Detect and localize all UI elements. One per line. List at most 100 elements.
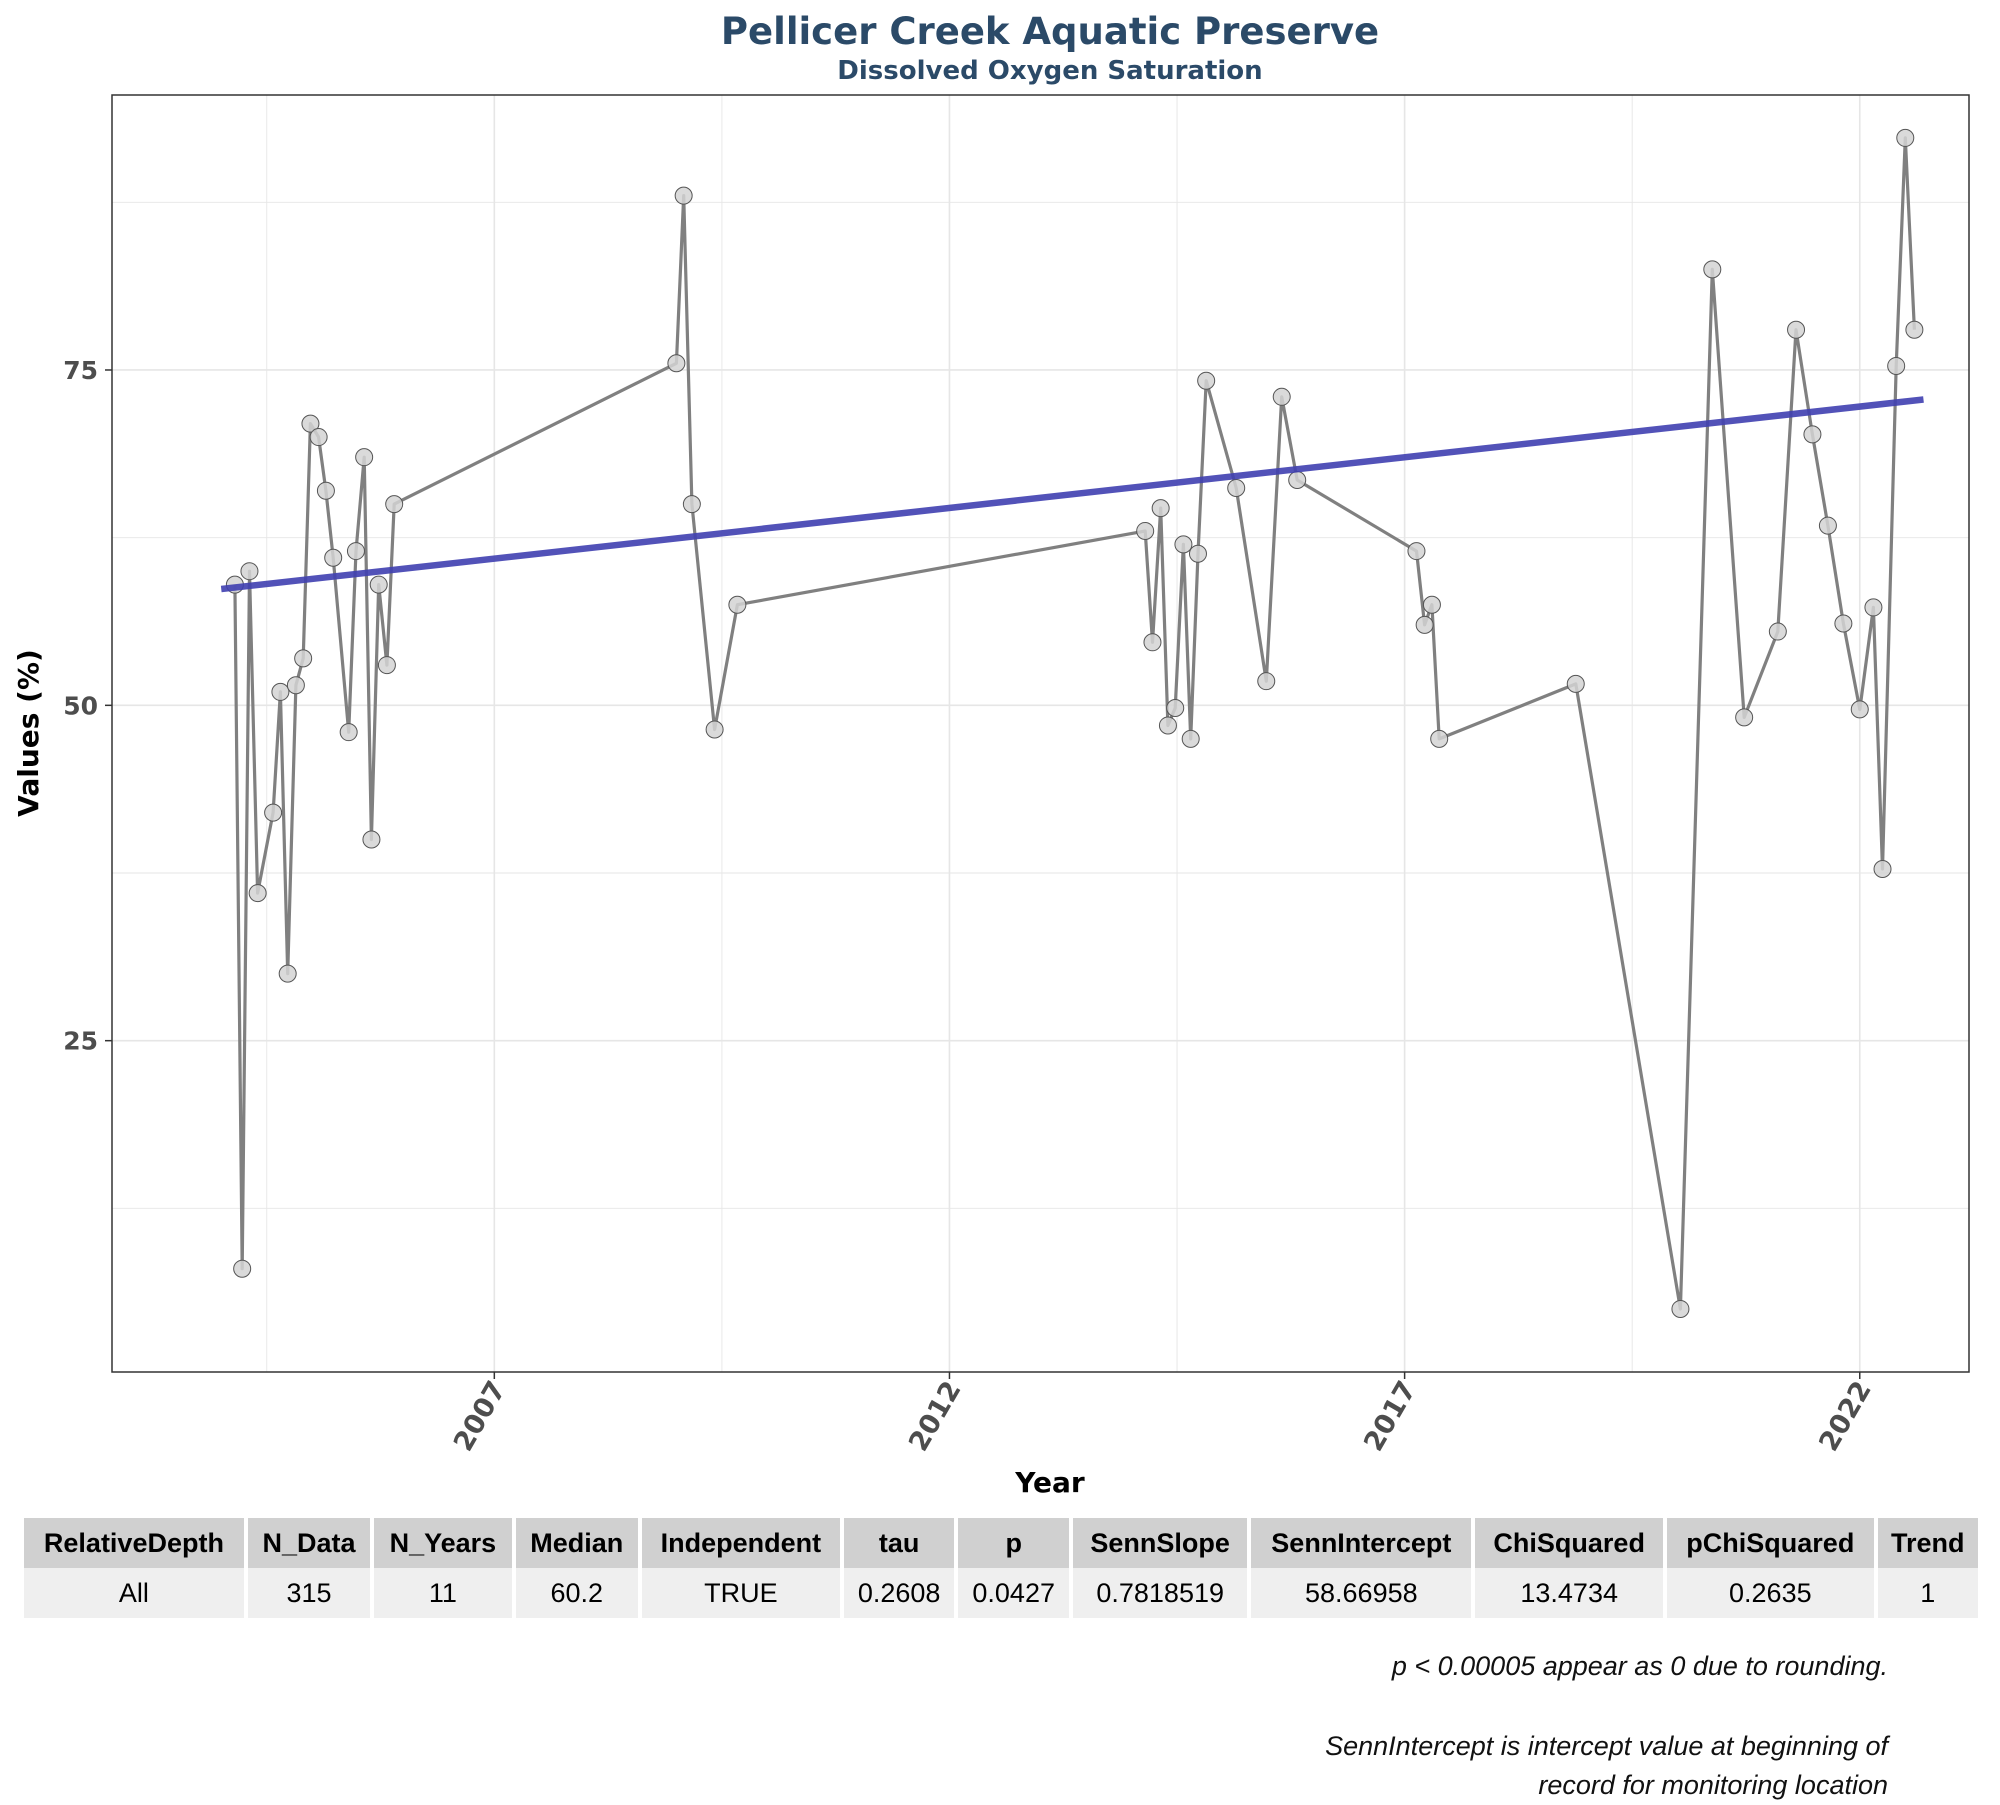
data-point bbox=[1671, 1299, 1690, 1318]
x-axis-title: Year bbox=[1014, 1466, 1085, 1499]
data-point bbox=[362, 830, 381, 849]
footnote-intercept: SennIntercept is intercept value at begi… bbox=[1325, 1727, 1888, 1805]
data-point bbox=[667, 354, 686, 373]
data-point bbox=[385, 495, 404, 514]
cell-chisquared: 13.4734 bbox=[1475, 1568, 1664, 1618]
data-point bbox=[1158, 716, 1177, 735]
data-point bbox=[1887, 356, 1906, 375]
data-point bbox=[324, 548, 343, 567]
data-point bbox=[264, 803, 283, 822]
axes: 25 50 75 2007 2012 2017 2022 bbox=[63, 356, 1878, 1457]
stats-data-row: All 315 11 60.2 TRUE 0.2608 0.0427 0.781… bbox=[24, 1568, 1978, 1618]
data-point bbox=[339, 723, 358, 742]
data-point bbox=[294, 649, 313, 668]
cell-median: 60.2 bbox=[515, 1568, 638, 1618]
data-point bbox=[377, 656, 396, 675]
data-point bbox=[1864, 598, 1883, 617]
cell-sennintercept: 58.66958 bbox=[1251, 1568, 1472, 1618]
data-point bbox=[346, 542, 365, 561]
header-sennslope: SennSlope bbox=[1072, 1518, 1248, 1568]
data-point bbox=[1151, 499, 1170, 518]
data-point bbox=[1288, 470, 1307, 489]
data-point bbox=[682, 495, 701, 514]
cell-independent: TRUE bbox=[641, 1568, 840, 1618]
data-point bbox=[1834, 614, 1853, 633]
data-point bbox=[1896, 128, 1915, 147]
data-point bbox=[286, 676, 305, 695]
cell-pchisquared: 0.2635 bbox=[1667, 1568, 1874, 1618]
chart-title: Pellicer Creek Aquatic Preserve bbox=[721, 10, 1379, 53]
header-median: Median bbox=[515, 1518, 638, 1568]
data-point bbox=[1181, 729, 1200, 748]
data-point bbox=[240, 562, 259, 581]
data-point bbox=[1566, 674, 1585, 693]
data-point bbox=[1257, 672, 1276, 691]
data-point bbox=[1174, 535, 1193, 554]
data-point bbox=[1818, 516, 1837, 535]
x-tick-label: 2007 bbox=[448, 1376, 512, 1457]
footnote-rounding: p < 0.00005 appear as 0 due to rounding. bbox=[1391, 1651, 1888, 1681]
cell-trend: 1 bbox=[1877, 1568, 1978, 1618]
data-point bbox=[355, 448, 374, 467]
data-point bbox=[248, 884, 267, 903]
header-n-data: N_Data bbox=[247, 1518, 371, 1568]
data-point bbox=[1430, 729, 1449, 748]
header-tau: tau bbox=[843, 1518, 955, 1568]
chart-subtitle: Dissolved Oxygen Saturation bbox=[837, 56, 1262, 86]
data-point bbox=[1768, 622, 1787, 641]
data-point bbox=[233, 1259, 252, 1278]
header-n-years: N_Years bbox=[374, 1518, 512, 1568]
x-tick-label: 2022 bbox=[1813, 1376, 1877, 1457]
header-independent: Independent bbox=[641, 1518, 840, 1568]
x-tick-label: 2012 bbox=[903, 1376, 967, 1457]
cell-tau: 0.2608 bbox=[843, 1568, 955, 1618]
header-p: p bbox=[958, 1518, 1069, 1568]
x-tick-label: 2017 bbox=[1358, 1376, 1422, 1457]
series-line bbox=[233, 136, 1916, 1311]
data-point bbox=[1188, 544, 1207, 563]
data-point bbox=[309, 428, 328, 447]
data-point bbox=[728, 595, 747, 614]
data-point bbox=[705, 720, 724, 739]
header-relativedepth: RelativeDepth bbox=[24, 1518, 244, 1568]
data-point bbox=[1735, 708, 1754, 727]
header-chisquared: ChiSquared bbox=[1475, 1518, 1664, 1568]
data-point bbox=[1787, 320, 1806, 339]
data-point bbox=[301, 414, 320, 433]
data-point bbox=[1803, 425, 1822, 444]
stats-table: RelativeDepth N_Data N_Years Median Inde… bbox=[20, 1518, 1982, 1618]
data-point bbox=[1272, 387, 1291, 406]
header-pchisquared: pChiSquared bbox=[1667, 1518, 1874, 1568]
cell-n-data: 315 bbox=[247, 1568, 371, 1618]
data-point bbox=[674, 186, 693, 205]
footnote-intercept-line-1: SennIntercept is intercept value at begi… bbox=[1325, 1731, 1888, 1761]
data-point bbox=[1197, 371, 1216, 390]
footnote-intercept-line-2: record for monitoring location bbox=[1538, 1770, 1888, 1800]
data-point bbox=[271, 682, 290, 701]
y-axis-title: Values (%) bbox=[12, 649, 45, 817]
data-point bbox=[1407, 542, 1426, 561]
data-point bbox=[278, 964, 297, 983]
data-point bbox=[1873, 859, 1892, 878]
y-tick-label: 25 bbox=[63, 1027, 98, 1056]
cell-p: 0.0427 bbox=[958, 1568, 1069, 1618]
plot-panel bbox=[111, 94, 1970, 1373]
grid bbox=[112, 95, 1969, 1372]
data-point bbox=[1415, 615, 1434, 634]
data-point bbox=[369, 575, 388, 594]
header-sennintercept: SennIntercept bbox=[1251, 1518, 1472, 1568]
header-trend: Trend bbox=[1877, 1518, 1978, 1568]
trend-line bbox=[220, 396, 1924, 593]
cell-relativedepth: All bbox=[24, 1568, 244, 1618]
data-point bbox=[1703, 260, 1722, 279]
data-point bbox=[1227, 479, 1246, 498]
chart: Pellicer Creek Aquatic Preserve Dissolve… bbox=[12, 10, 1970, 1499]
data-layer bbox=[220, 128, 1924, 1318]
data-point bbox=[1905, 320, 1924, 339]
y-tick-label: 50 bbox=[63, 691, 98, 720]
data-point bbox=[1136, 521, 1155, 540]
stats-header-row: RelativeDepth N_Data N_Years Median Inde… bbox=[24, 1518, 1978, 1568]
y-tick-label: 75 bbox=[63, 356, 98, 385]
cell-n-years: 11 bbox=[374, 1568, 512, 1618]
cell-sennslope: 0.7818519 bbox=[1072, 1568, 1248, 1618]
